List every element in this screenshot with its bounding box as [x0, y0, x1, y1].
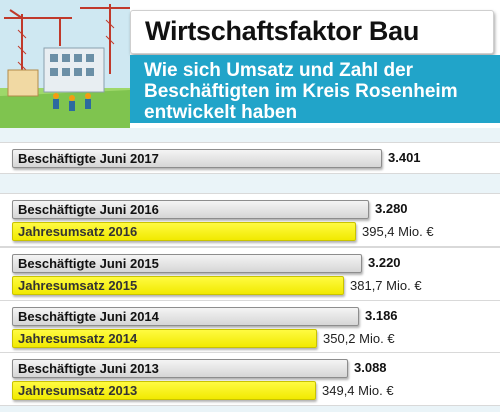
- revenue-value-label: 349,4 Mio. €: [322, 383, 394, 398]
- construction-illustration: [0, 0, 130, 128]
- revenue-label: Jahresumsatz 2016: [18, 224, 138, 239]
- employees-label: Beschäftigte Juni 2016: [18, 202, 159, 217]
- employees-value-label: 3.401: [388, 150, 421, 165]
- revenue-bar: Jahresumsatz 2016: [12, 222, 356, 241]
- revenue-value-label: 395,4 Mio. €: [362, 224, 434, 239]
- revenue-bar: Jahresumsatz 2014: [12, 329, 317, 348]
- revenue-label: Jahresumsatz 2015: [18, 278, 138, 293]
- header: Wirtschaftsfaktor Bau Wie sich Umsatz un…: [0, 0, 500, 128]
- revenue-label: Jahresumsatz 2014: [18, 331, 138, 346]
- employees-value-label: 3.280: [375, 201, 408, 216]
- employees-bar: Beschäftigte Juni 2016: [12, 200, 369, 219]
- employees-value-label: 3.220: [368, 255, 401, 270]
- revenue-value-label: 381,7 Mio. €: [350, 278, 422, 293]
- employees-label: Beschäftigte Juni 2015: [18, 256, 159, 271]
- chart-row: Beschäftigte Juni 2016 3.280 Jahresumsatz …: [0, 193, 500, 247]
- page-subtitle: Wie sich Umsatz und Zahl der Beschäftigt…: [144, 60, 458, 123]
- employees-label: Beschäftigte Juni 2013: [18, 361, 159, 376]
- revenue-value-label: 350,2 Mio. €: [323, 331, 395, 346]
- chart-row: Beschäftigte Juni 2015 3.220 Jahresumsatz …: [0, 247, 500, 301]
- chart-row: Beschäftigte Juni 2014 3.186 Jahresumsatz …: [0, 300, 500, 354]
- employees-value-label: 3.186: [365, 308, 398, 323]
- chart-row: Beschäftigte Juni 2013 3.088 Jahresumsatz …: [0, 352, 500, 406]
- revenue-bar: Jahresumsatz 2015: [12, 276, 344, 295]
- employees-bar: Beschäftigte Juni 2014: [12, 307, 359, 326]
- title-box: Wirtschaftsfaktor Bau: [130, 10, 494, 54]
- employees-bar: Beschäftigte Juni 2015: [12, 254, 362, 273]
- employees-bar: Beschäftigte Juni 2013: [12, 359, 348, 378]
- revenue-bar: Jahresumsatz 2013: [12, 381, 316, 400]
- employees-value-label: 3.088: [354, 360, 387, 375]
- subtitle-box: Wie sich Umsatz und Zahl der Beschäftigt…: [130, 55, 500, 123]
- employees-bar: Beschäftigte Juni 2017: [12, 149, 382, 168]
- employees-label: Beschäftigte Juni 2014: [18, 309, 159, 324]
- employees-label: Beschäftigte Juni 2017: [18, 151, 159, 166]
- chart-row: Beschäftigte Juni 2017 3.401: [0, 142, 500, 174]
- page-title: Wirtschaftsfaktor Bau: [145, 16, 420, 46]
- revenue-label: Jahresumsatz 2013: [18, 383, 138, 398]
